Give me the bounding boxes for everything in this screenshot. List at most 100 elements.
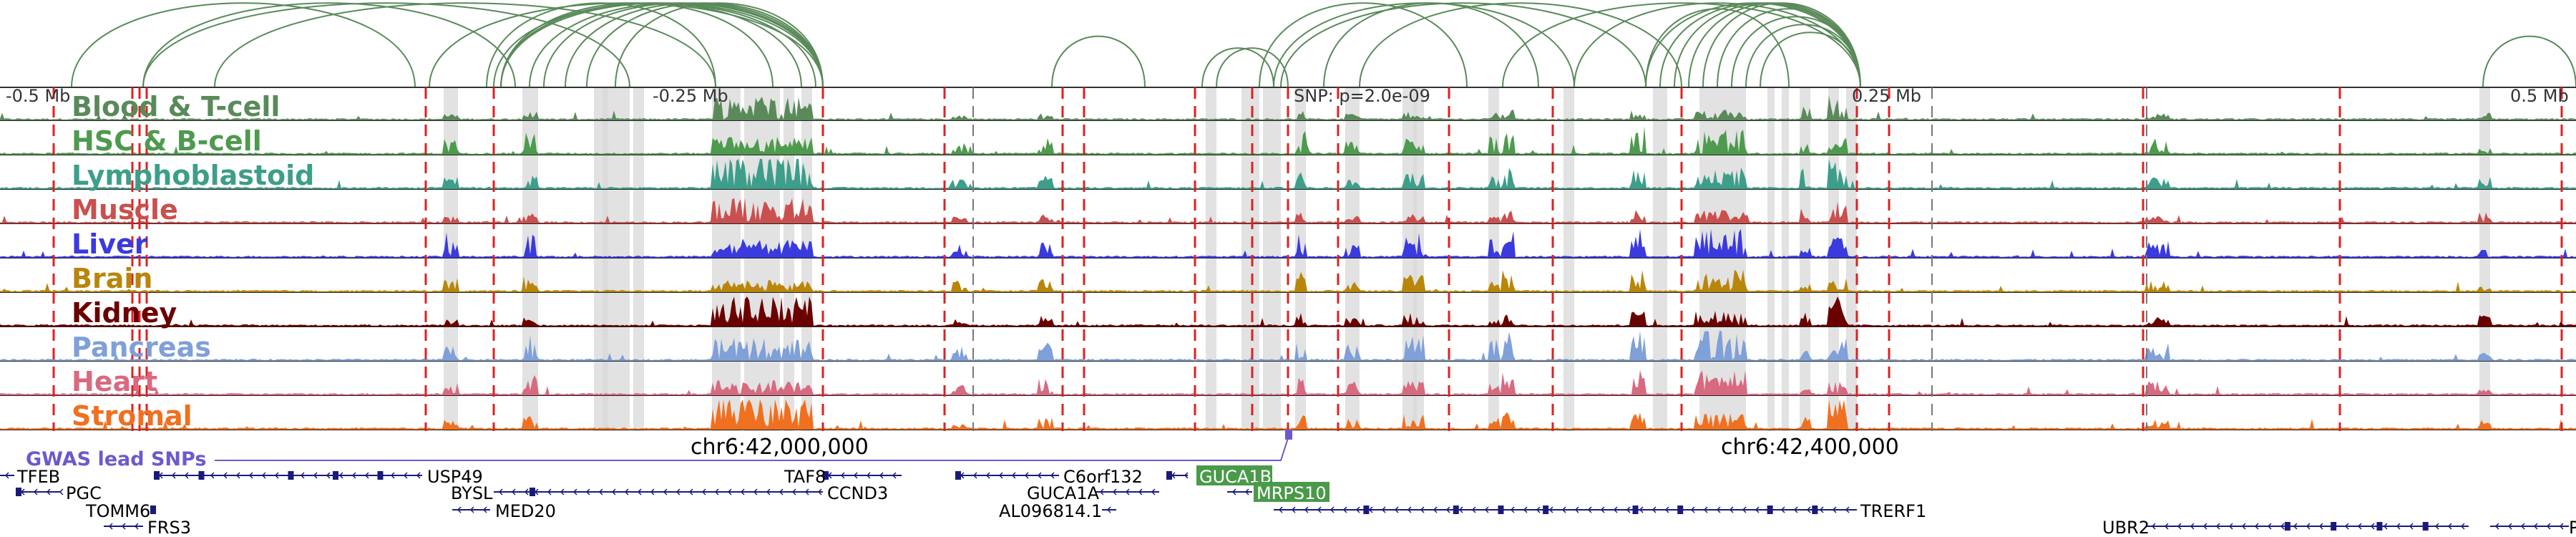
- track-label-kidney: Kidney: [72, 297, 177, 329]
- gene-strand-arrow: [2447, 523, 2452, 530]
- gene-highlight-box: [1254, 482, 1330, 502]
- gene-exon: [1498, 505, 1504, 514]
- tick-label-minus-0.5: -0.5 Mb: [6, 86, 70, 106]
- gene-strand-arrow: [1793, 506, 1798, 513]
- gene-strand-arrow: [779, 488, 784, 495]
- loop-arc: [1280, 2, 1646, 88]
- gene-strand-arrow: [1639, 506, 1644, 513]
- gene-strand-arrow: [223, 472, 228, 479]
- track-label-lymphoblastoid: Lymphoblastoid: [72, 160, 314, 191]
- gene-strand-arrow: [547, 488, 552, 495]
- gene-exon: [1677, 505, 1684, 514]
- gene-strand-arrow: [457, 506, 462, 513]
- highlight-band: [1782, 87, 1789, 431]
- gene-label-trerf1: TRERF1: [1860, 501, 1926, 521]
- loop-arc: [1645, 8, 1790, 88]
- gene-strand-arrow: [714, 488, 719, 495]
- gene-strand-arrow: [879, 472, 884, 479]
- gwas-track-label: GWAS lead SNPs: [26, 448, 206, 470]
- gene-strand-arrow: [2533, 523, 2538, 530]
- loop-arc: [1502, 2, 1861, 88]
- loop-arc: [142, 2, 516, 88]
- gene-strand-arrow: [2460, 523, 2465, 530]
- gene-strand-arrow: [300, 472, 305, 479]
- gene-exon: [154, 471, 160, 480]
- gene-strand-arrow: [2151, 523, 2156, 530]
- gene-strand-arrow: [598, 488, 603, 495]
- gene-strand-arrow: [1613, 506, 1618, 513]
- gene-strand-arrow: [498, 488, 503, 495]
- gene-strand-arrow: [972, 472, 977, 479]
- gene-label-med20: MED20: [495, 501, 556, 521]
- gene-strand-arrow: [2293, 523, 2298, 530]
- loop-arc: [1688, 2, 1861, 88]
- gene-strand-arrow: [663, 488, 668, 495]
- gene-strand-arrow: [4, 472, 9, 479]
- gene-exon: [2284, 522, 2290, 531]
- gene-strand-arrow: [2434, 523, 2439, 530]
- gene-strand-arrow: [804, 488, 809, 495]
- gene-strand-arrow: [2559, 523, 2564, 530]
- gene-strand-arrow: [390, 472, 395, 479]
- highlight-band: [444, 87, 458, 431]
- gene-strand-arrow: [1536, 506, 1541, 513]
- gene-strand-arrow: [1278, 506, 1283, 513]
- loop-arc: [543, 2, 824, 88]
- loop-arc: [1359, 2, 1682, 88]
- gene-strand-arrow: [2280, 523, 2285, 530]
- gene-strand-arrow: [624, 488, 629, 495]
- gene-strand-arrow: [108, 523, 113, 530]
- gwas-snp-marker: [1285, 430, 1292, 440]
- gene-strand-arrow: [1106, 506, 1111, 513]
- gene-label-usp49: USP49: [427, 467, 483, 487]
- gene-strand-arrow: [727, 488, 732, 495]
- coord-label-42000000: chr6:42,000,000: [691, 435, 869, 460]
- highlight-band: [1800, 87, 1810, 431]
- track-label-liver: Liver: [72, 228, 148, 260]
- gene-strand-arrow: [326, 472, 331, 479]
- highlight-band: [522, 87, 538, 431]
- gene-strand-arrow: [853, 472, 858, 479]
- gene-strand-arrow: [338, 472, 343, 479]
- gene-strand-arrow: [572, 488, 577, 495]
- gene-strand-arrow: [134, 523, 139, 530]
- gene-strand-arrow: [2357, 523, 2362, 530]
- gwas-connector: [215, 437, 1289, 461]
- gene-strand-arrow: [416, 472, 421, 479]
- loop-arc: [1645, 2, 1861, 88]
- gene-strand-arrow: [1151, 488, 1156, 495]
- loop-arc: [2482, 35, 2576, 88]
- gene-strand-arrow: [675, 488, 680, 495]
- gene-strand-arrow: [1445, 506, 1450, 513]
- gene-label-bysl: BYSL: [451, 483, 493, 503]
- gene-strand-arrow: [1548, 506, 1553, 513]
- highlight-band: [769, 87, 780, 431]
- highlight-band: [1206, 87, 1216, 431]
- gene-strand-arrow: [261, 472, 266, 479]
- gene-exon: [1363, 505, 1370, 514]
- tick-label-minus-0.25: -0.25 Mb: [653, 86, 728, 106]
- loop-arc: [493, 2, 816, 88]
- gene-strand-arrow: [1561, 506, 1566, 513]
- gene-strand-arrow: [1729, 506, 1734, 513]
- highlight-band: [1846, 87, 1857, 431]
- loop-arc: [71, 2, 416, 88]
- gene-exon: [2422, 522, 2429, 531]
- gene-strand-arrow: [2164, 523, 2169, 530]
- gene-strand-arrow: [121, 523, 126, 530]
- gene-strand-arrow: [2396, 523, 2401, 530]
- gene-strand-arrow: [1600, 506, 1605, 513]
- gene-strand-arrow: [2228, 523, 2233, 530]
- gene-label-taf8: TAF8: [784, 467, 826, 487]
- gene-strand-arrow: [766, 488, 771, 495]
- gene-strand-arrow: [1780, 506, 1785, 513]
- gene-exon: [2331, 522, 2337, 531]
- gene-strand-arrow: [33, 488, 38, 495]
- gene-label-frs3: FRS3: [147, 518, 191, 537]
- gene-strand-arrow: [998, 472, 1003, 479]
- highlight-band: [1563, 87, 1574, 431]
- gene-strand-arrow: [1433, 506, 1438, 513]
- gene-exon: [1632, 505, 1639, 514]
